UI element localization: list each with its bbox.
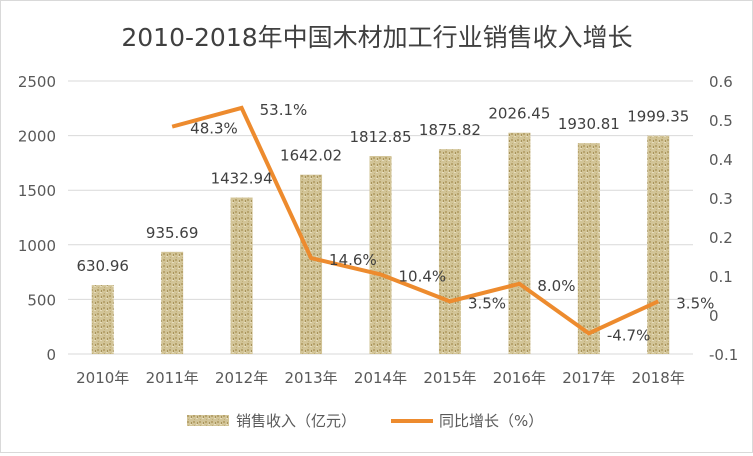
bar bbox=[161, 251, 184, 354]
x-axis-tick: 2015年 bbox=[423, 369, 476, 387]
bar-value-label: 1812.85 bbox=[349, 128, 411, 146]
bar bbox=[438, 149, 461, 354]
bar bbox=[508, 132, 531, 354]
right-axis-tick: 0.1 bbox=[709, 268, 733, 286]
left-axis-tick: 500 bbox=[27, 291, 56, 309]
bar-value-label: 1930.81 bbox=[558, 115, 620, 133]
bar-value-label: 1432.94 bbox=[211, 170, 273, 188]
x-axis-tick: 2017年 bbox=[562, 369, 615, 387]
x-axis-tick: 2012年 bbox=[215, 369, 268, 387]
left-axis-tick: 1500 bbox=[18, 182, 56, 200]
bar-value-label: 935.69 bbox=[146, 224, 199, 242]
legend-line-label: 同比增长（%） bbox=[439, 412, 543, 430]
line-value-label: 14.6% bbox=[329, 251, 377, 269]
right-axis-tick: -0.1 bbox=[709, 346, 738, 364]
legend: 销售收入（亿元） 同比增长（%） bbox=[187, 412, 543, 430]
chart-title: 2010-2018年中国木材加工行业销售收入增长 bbox=[121, 23, 632, 52]
left-axis-tick: 0 bbox=[46, 346, 56, 364]
left-axis-tick: 1000 bbox=[18, 237, 56, 255]
left-axis-tick: 2500 bbox=[18, 73, 56, 91]
left-axis-tick: 2000 bbox=[18, 128, 56, 146]
right-axis-tick: 0 bbox=[709, 307, 719, 325]
line-value-label: 10.4% bbox=[399, 267, 447, 285]
x-axis-tick: 2013年 bbox=[284, 369, 337, 387]
x-axis-tick: 2018年 bbox=[632, 369, 685, 387]
line-value-label: 53.1% bbox=[260, 101, 308, 119]
bar-value-label: 1875.82 bbox=[419, 121, 481, 139]
line-value-label: 3.5% bbox=[676, 294, 714, 312]
bar-value-label: 630.96 bbox=[76, 257, 129, 275]
right-axis-tick: 0.3 bbox=[709, 190, 733, 208]
x-axis-tick: 2011年 bbox=[146, 369, 199, 387]
right-axis-tick: 0.4 bbox=[709, 151, 733, 169]
x-axis-tick: 2016年 bbox=[493, 369, 546, 387]
bar-value-label: 2026.45 bbox=[488, 105, 550, 123]
legend-bar-swatch bbox=[187, 415, 229, 426]
line-value-label: 48.3% bbox=[190, 120, 238, 138]
growth-line bbox=[171, 105, 660, 336]
bar-value-label: 1999.35 bbox=[627, 108, 689, 126]
line-value-label: 8.0% bbox=[537, 277, 575, 295]
right-axis-tick: 0.5 bbox=[709, 112, 733, 130]
line-value-label: -4.7% bbox=[607, 326, 651, 344]
bar bbox=[91, 285, 114, 354]
x-axis-tick: 2010年 bbox=[76, 369, 129, 387]
bar bbox=[230, 197, 253, 354]
right-axis-tick: 0.6 bbox=[709, 73, 733, 91]
bar bbox=[647, 135, 670, 354]
bar bbox=[300, 174, 323, 354]
right-axis-tick: 0.2 bbox=[709, 229, 733, 247]
legend-bar-label: 销售收入（亿元） bbox=[236, 412, 356, 430]
line-value-label: 3.5% bbox=[468, 294, 506, 312]
bar bbox=[369, 156, 392, 354]
bar-value-label: 1642.02 bbox=[280, 147, 342, 165]
x-axis-tick: 2014年 bbox=[354, 369, 407, 387]
bar bbox=[577, 143, 600, 354]
